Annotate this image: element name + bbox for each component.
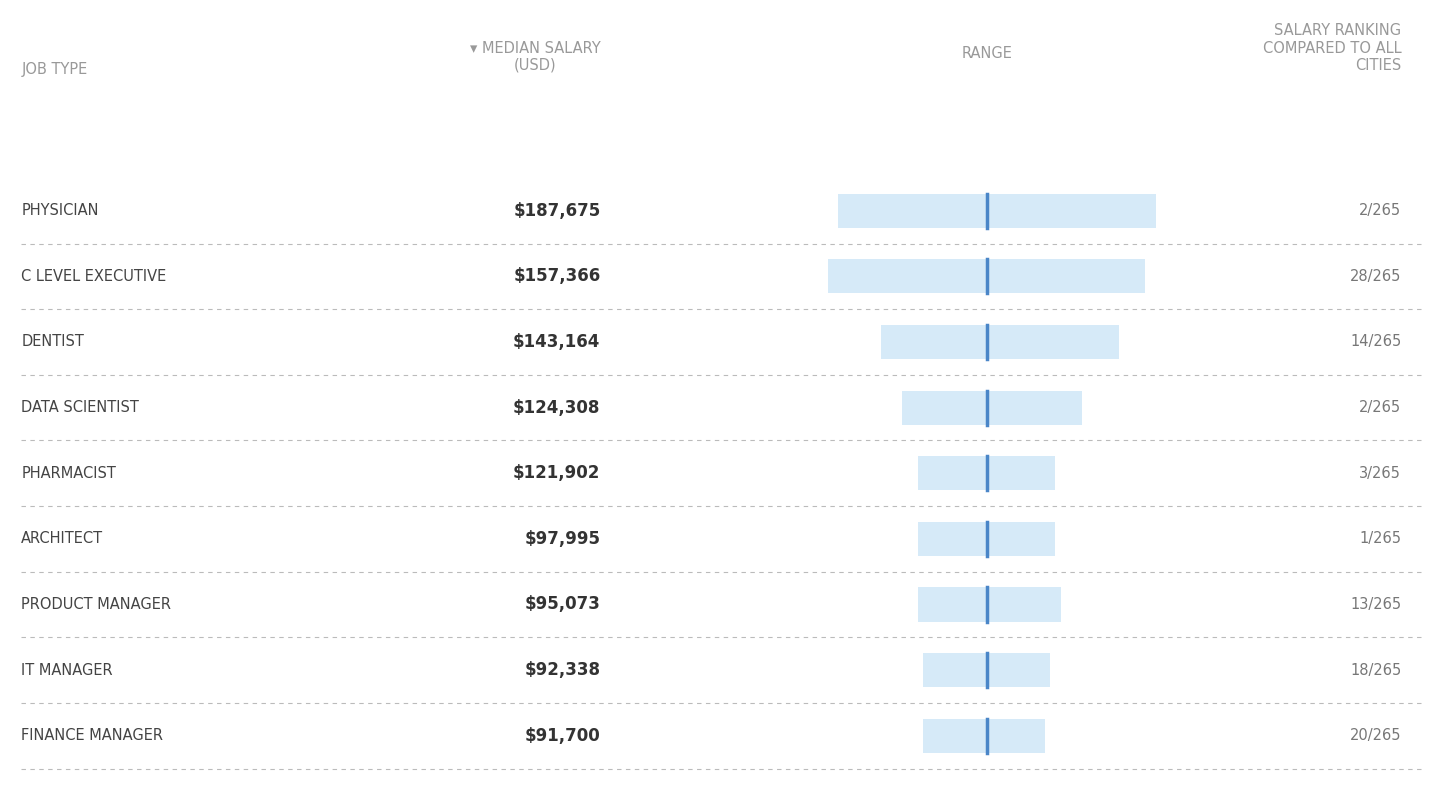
Text: 18/265: 18/265 bbox=[1350, 663, 1401, 678]
Text: PHARMACIST: PHARMACIST bbox=[22, 466, 116, 481]
Bar bbox=[918, 456, 1056, 490]
Text: PHYSICIAN: PHYSICIAN bbox=[22, 203, 98, 218]
Text: $124,308: $124,308 bbox=[513, 399, 601, 417]
Bar bbox=[881, 325, 1119, 359]
Text: $157,366: $157,366 bbox=[513, 267, 601, 286]
Text: $95,073: $95,073 bbox=[524, 596, 601, 614]
Text: $121,902: $121,902 bbox=[513, 464, 601, 483]
Text: ▾ MEDIAN SALARY
(USD): ▾ MEDIAN SALARY (USD) bbox=[469, 40, 601, 73]
Text: ARCHITECT: ARCHITECT bbox=[22, 532, 104, 547]
Text: SALARY RANKING
COMPARED TO ALL
CITIES: SALARY RANKING COMPARED TO ALL CITIES bbox=[1262, 23, 1401, 73]
Bar bbox=[918, 588, 1061, 622]
Text: PRODUCT MANAGER: PRODUCT MANAGER bbox=[22, 597, 172, 612]
Text: 2/265: 2/265 bbox=[1359, 400, 1401, 415]
Text: $91,700: $91,700 bbox=[524, 727, 601, 744]
Text: 14/265: 14/265 bbox=[1350, 335, 1401, 350]
Text: $97,995: $97,995 bbox=[524, 530, 601, 548]
Bar bbox=[923, 719, 1045, 753]
Text: C LEVEL EXECUTIVE: C LEVEL EXECUTIVE bbox=[22, 269, 166, 284]
Text: FINANCE MANAGER: FINANCE MANAGER bbox=[22, 729, 163, 744]
Text: 1/265: 1/265 bbox=[1359, 532, 1401, 547]
Bar bbox=[923, 653, 1050, 687]
Text: 13/265: 13/265 bbox=[1350, 597, 1401, 612]
Text: DENTIST: DENTIST bbox=[22, 335, 84, 350]
Text: 28/265: 28/265 bbox=[1350, 269, 1401, 284]
Text: 3/265: 3/265 bbox=[1359, 466, 1401, 481]
Text: $92,338: $92,338 bbox=[524, 661, 601, 679]
Text: 2/265: 2/265 bbox=[1359, 203, 1401, 218]
Text: RANGE: RANGE bbox=[962, 47, 1012, 62]
Bar bbox=[827, 259, 1145, 293]
Text: $187,675: $187,675 bbox=[513, 202, 601, 220]
Bar bbox=[902, 391, 1082, 425]
Bar bbox=[918, 522, 1056, 556]
Text: 20/265: 20/265 bbox=[1350, 729, 1401, 744]
Text: DATA SCIENTIST: DATA SCIENTIST bbox=[22, 400, 139, 415]
Text: $143,164: $143,164 bbox=[513, 333, 601, 351]
Text: JOB TYPE: JOB TYPE bbox=[22, 62, 88, 77]
Bar bbox=[839, 194, 1155, 228]
Text: IT MANAGER: IT MANAGER bbox=[22, 663, 113, 678]
